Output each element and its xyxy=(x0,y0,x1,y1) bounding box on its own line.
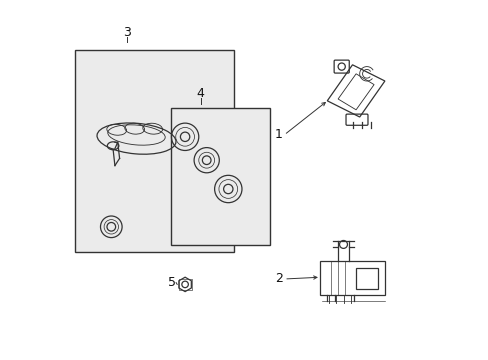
Text: 5: 5 xyxy=(168,276,176,289)
Text: 4: 4 xyxy=(196,87,204,100)
Bar xyxy=(75,50,233,252)
Bar xyxy=(170,108,269,245)
Text: 2: 2 xyxy=(274,273,282,285)
Text: 1: 1 xyxy=(274,129,282,141)
Text: 3: 3 xyxy=(123,26,131,39)
